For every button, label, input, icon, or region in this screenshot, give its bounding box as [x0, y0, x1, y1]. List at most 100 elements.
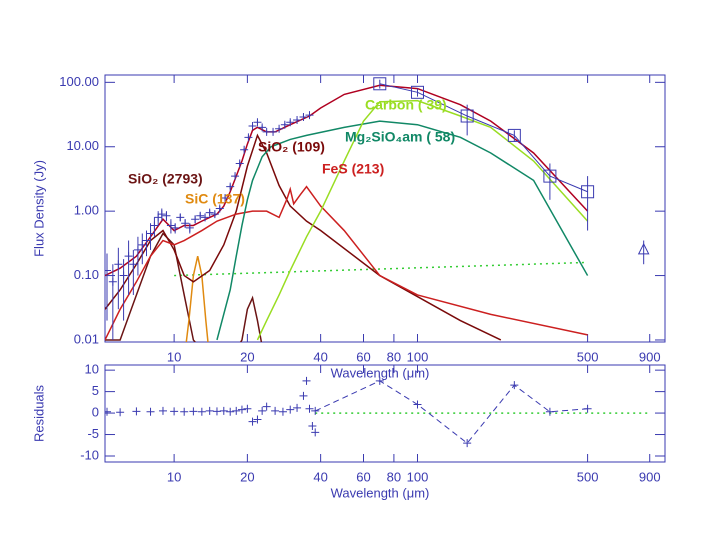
data-point	[108, 277, 117, 286]
x-tick-label: 80	[387, 469, 401, 484]
data-point	[176, 213, 185, 222]
data-point	[243, 404, 252, 413]
data-point	[302, 376, 311, 385]
data-point	[181, 219, 190, 228]
data-point	[286, 405, 295, 414]
series-line	[216, 120, 589, 341]
data-point	[271, 406, 280, 415]
data-point	[116, 408, 125, 417]
data-point	[308, 421, 317, 430]
data-point	[105, 266, 112, 275]
y-tick-label: 0.10	[74, 267, 99, 282]
data-point	[201, 213, 210, 222]
data-point	[219, 406, 228, 415]
x-tick-label: 60	[356, 469, 370, 484]
data-point	[114, 260, 123, 269]
data-point	[275, 124, 284, 133]
y-tick-label: -10	[80, 447, 99, 462]
series-line	[105, 133, 502, 341]
series-line	[105, 185, 588, 341]
data-point	[133, 245, 142, 254]
data-point	[258, 123, 267, 132]
x-tick-label: 10	[167, 469, 181, 484]
data-point	[237, 405, 246, 414]
y-tick-label: 10.00	[66, 138, 99, 153]
data-point	[286, 118, 295, 127]
data-point	[248, 121, 257, 130]
data-point	[185, 223, 194, 232]
x-axis-title: Wavelength (μm)	[331, 485, 430, 500]
data-point	[581, 185, 595, 199]
x-tick-label: 20	[240, 349, 254, 364]
series-line	[174, 261, 588, 277]
y-tick-label: 0	[92, 405, 99, 420]
data-point	[138, 240, 147, 249]
data-point	[583, 404, 592, 413]
x-tick-label: 900	[639, 349, 661, 364]
data-point	[180, 407, 189, 416]
y-tick-label: 10	[85, 362, 99, 377]
data-point	[119, 271, 128, 280]
plot-area	[105, 77, 650, 342]
y-tick-label: 5	[92, 383, 99, 398]
data-point	[150, 221, 159, 230]
x-tick-label: 20	[240, 469, 254, 484]
data-point	[196, 211, 205, 220]
data-point	[191, 215, 200, 224]
data-point	[637, 242, 650, 255]
data-point	[410, 85, 424, 99]
data-point	[305, 404, 314, 413]
data-point	[231, 172, 240, 181]
x-tick-label: 100	[407, 349, 429, 364]
x-tick-label: 60	[356, 349, 370, 364]
y-axis-title: Residuals	[31, 384, 46, 442]
x-tick-label: 80	[387, 349, 401, 364]
data-point	[210, 210, 219, 219]
data-point	[299, 112, 308, 121]
plot-area	[105, 376, 650, 448]
data-point	[157, 210, 166, 219]
data-point	[262, 402, 271, 411]
data-point	[205, 208, 214, 217]
data-point	[543, 169, 557, 183]
x-tick-label: 40	[313, 469, 327, 484]
data-point	[154, 213, 163, 222]
y-axis-title: Flux Density (Jy)	[31, 160, 46, 257]
data-point	[205, 406, 214, 415]
x-axis-title: Wavelength (μm)	[331, 365, 430, 380]
data-point	[215, 204, 224, 213]
series-line	[185, 256, 209, 342]
data-point	[142, 236, 151, 245]
data-point	[189, 407, 198, 416]
y-tick-label: -5	[87, 426, 99, 441]
data-point	[132, 407, 141, 416]
data-point	[258, 406, 267, 415]
data-point	[463, 439, 472, 448]
x-tick-label: 40	[313, 349, 327, 364]
annotation: SiO₂ (2793)	[128, 171, 203, 187]
data-point	[269, 127, 278, 136]
data-point	[545, 407, 554, 416]
annotation: Carbon ( 39)	[365, 97, 447, 113]
data-point	[375, 376, 384, 385]
data-point	[170, 407, 179, 416]
data-point	[299, 391, 308, 400]
data-point	[105, 407, 112, 416]
data-point	[278, 407, 287, 416]
data-point	[232, 406, 241, 415]
y-tick-label: 100.00	[59, 74, 99, 89]
data-point	[248, 417, 257, 426]
x-tick-label: 500	[577, 349, 599, 364]
data-point	[253, 415, 262, 424]
data-point	[311, 406, 320, 415]
data-point	[293, 403, 302, 412]
data-point	[171, 223, 180, 232]
data-point	[253, 118, 262, 127]
data-point	[146, 407, 155, 416]
data-point	[373, 77, 387, 91]
annotation: SiO₂ (109)	[258, 139, 325, 155]
data-point	[235, 159, 244, 168]
data-point	[212, 407, 221, 416]
data-point	[305, 111, 314, 120]
data-point	[226, 407, 235, 416]
